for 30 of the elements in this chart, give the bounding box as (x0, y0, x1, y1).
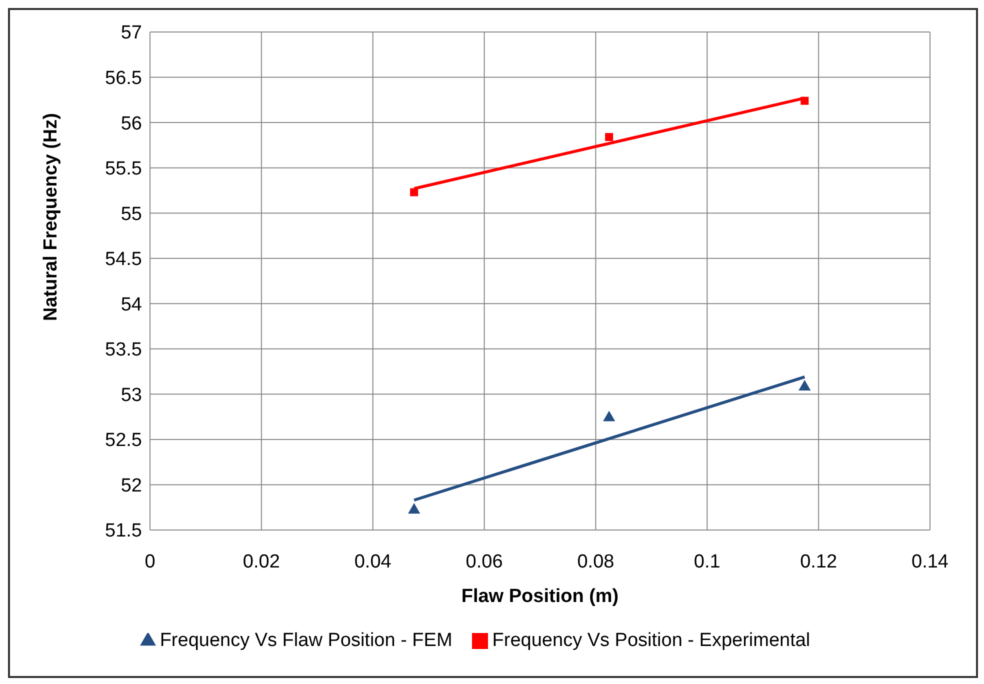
legend-label: Frequency Vs Flaw Position - FEM (160, 630, 452, 651)
legend-label: Frequency Vs Position - Experimental (492, 630, 810, 651)
y-tick-label: 54.5 (105, 249, 142, 270)
x-tick-label: 0.08 (577, 551, 614, 572)
y-tick-label: 57 (120, 22, 142, 44)
y-tick-label: 51.5 (105, 520, 142, 542)
point (603, 410, 616, 422)
x-tick-label: 0.06 (466, 551, 503, 572)
y-tick-label: 55.5 (105, 158, 142, 180)
y-tick-label: 52.5 (105, 430, 142, 452)
y-tick-label: 53 (120, 384, 142, 406)
y-tick-label: 53.5 (105, 340, 142, 361)
x-tick-label: 0.04 (354, 551, 392, 572)
point (408, 503, 420, 514)
x-tick-label: 0.1 (694, 551, 720, 572)
point (605, 133, 614, 142)
y-tick-label: 52 (120, 475, 142, 496)
x-axis-title: Flaw Position (m) (461, 586, 619, 607)
y-tick-label: 56.5 (105, 68, 142, 90)
y-tick-label: 55 (120, 204, 142, 225)
x-tick-label: 0 (144, 551, 156, 572)
x-tick-label: 0.02 (242, 551, 280, 572)
x-tick-label: 0.12 (800, 551, 838, 572)
y-tick-label: 54 (120, 294, 142, 316)
point (800, 96, 809, 105)
point (410, 188, 418, 196)
point (798, 380, 811, 390)
x-tick-label: 0.14 (912, 551, 949, 572)
y-axis-title: Natural Frequency (Hz) (40, 113, 62, 321)
y-tick-label: 56 (120, 113, 142, 134)
